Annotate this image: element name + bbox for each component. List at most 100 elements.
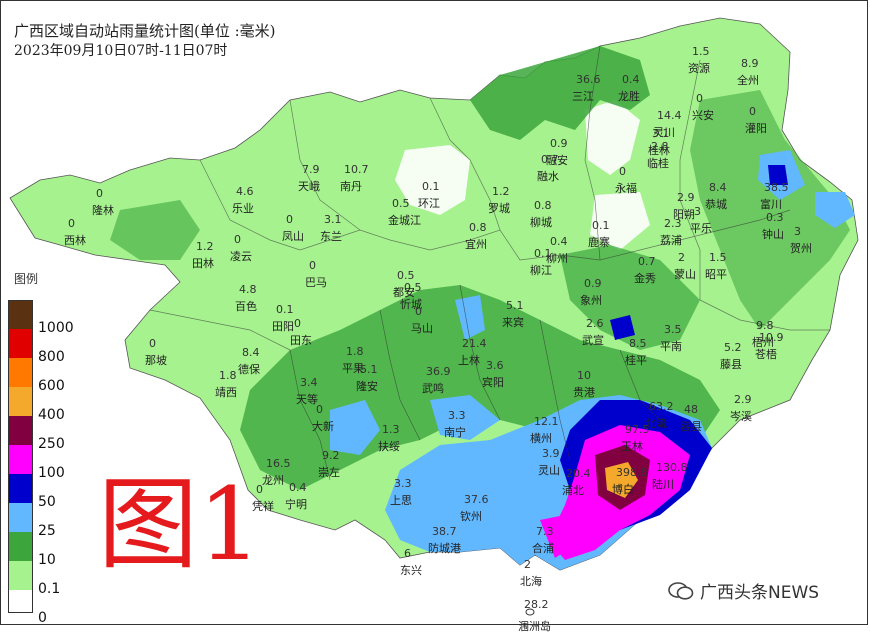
- place-name: 都安: [393, 286, 415, 299]
- place-name: 岑溪: [730, 410, 752, 423]
- weizhou-island: [525, 608, 535, 616]
- place-name: 贵港: [573, 386, 595, 399]
- place-name: 防城港: [428, 542, 461, 555]
- place-name: 环江: [418, 197, 440, 210]
- rainfall-value: 2: [524, 558, 531, 571]
- rainfall-value: 8.4: [242, 346, 260, 359]
- rainfall-value: 0.1: [422, 180, 440, 193]
- place-name: 隆林: [92, 204, 114, 217]
- rainfall-value: 0: [286, 213, 293, 226]
- rainfall-value: 0.8: [534, 199, 552, 212]
- rainfall-value: 1.2: [196, 240, 214, 253]
- rain-band-400-600-bobai: [605, 462, 638, 498]
- rainfall-value: 0.3: [766, 211, 784, 224]
- place-name: 那坡: [145, 354, 167, 367]
- place-name: 临桂: [647, 157, 669, 170]
- place-name: 忻城: [400, 298, 422, 311]
- place-name: 三江: [572, 90, 594, 103]
- place-name: 兴安: [692, 109, 714, 122]
- rainfall-value: 1.2: [492, 185, 510, 198]
- place-name: 灵山: [538, 464, 560, 477]
- rainfall-value: 38.5: [764, 181, 789, 194]
- rainfall-value: 1.3: [382, 423, 400, 436]
- place-name: 浦北: [562, 484, 584, 497]
- place-name: 梧州: [752, 336, 774, 349]
- legend-swatch: [8, 445, 33, 474]
- rainfall-value: 3.3: [448, 409, 466, 422]
- legend-value: 100: [38, 465, 65, 481]
- watermark: 广西头条NEWS: [668, 578, 819, 603]
- place-name: 德保: [238, 363, 260, 376]
- place-name: 凭祥: [252, 500, 274, 513]
- place-name: 武鸣: [422, 382, 444, 395]
- wechat-icon: [668, 581, 694, 600]
- rainfall-value: 3.9: [542, 447, 560, 460]
- legend-swatch: [8, 329, 33, 358]
- legend-title: 图例: [14, 272, 39, 286]
- place-name: 阳朔: [673, 208, 695, 221]
- place-name: 大新: [312, 420, 334, 433]
- place-name: 灵川: [653, 126, 675, 139]
- place-name: 合浦: [532, 542, 554, 555]
- place-name: 靖西: [215, 386, 237, 399]
- rainfall-value: 0: [619, 165, 626, 178]
- rainfall-value: 8.9: [741, 57, 759, 70]
- rainfall-value: 8.4: [709, 181, 727, 194]
- rainfall-value: 20.4: [566, 467, 591, 480]
- place-name: 宜州: [465, 238, 487, 251]
- rainfall-value: 37.6: [464, 493, 489, 506]
- place-name: 南宁: [444, 426, 466, 439]
- rainfall-value: 9.8: [756, 319, 774, 332]
- rainfall-value: 0: [68, 217, 75, 230]
- rainfall-value: 3: [694, 205, 701, 218]
- place-name: 玉林: [621, 440, 643, 453]
- place-name: 凤山: [282, 230, 304, 243]
- legend-value: 10: [38, 552, 56, 568]
- legend-value: 250: [38, 436, 65, 452]
- rain-band-25-50-hezhou: [815, 192, 855, 228]
- place-name: 来宾: [502, 316, 524, 329]
- rain-band-100-250-hepu: [540, 515, 575, 558]
- rainfall-value: 3.4: [300, 376, 318, 389]
- rainfall-value: 0: [309, 259, 316, 272]
- rainfall-value: 5.2: [724, 341, 742, 354]
- rainfall-value: 3.1: [652, 127, 670, 140]
- rainfall-value: 0: [415, 305, 422, 318]
- rainfall-value: 36.9: [426, 365, 451, 378]
- rainfall-value: 4.6: [236, 185, 254, 198]
- rainfall-value: 0.5: [404, 281, 422, 294]
- place-name: 柳江: [530, 264, 552, 277]
- rainfall-value: 0.1: [592, 219, 610, 232]
- place-name: 钦州: [460, 510, 482, 523]
- place-name: 平果: [342, 362, 364, 375]
- place-name: 藤县: [720, 358, 742, 371]
- legend-swatch: [8, 387, 33, 416]
- rainfall-value: 7.3: [536, 525, 554, 538]
- rainfall-value: 0.9: [584, 277, 602, 290]
- rainfall-value: 1.5: [692, 45, 710, 58]
- place-name: 柳州: [546, 252, 568, 265]
- place-name: 鹿寨: [588, 236, 610, 249]
- place-name: 东兰: [320, 230, 342, 243]
- place-name: 金秀: [634, 272, 656, 285]
- rainfall-value: 10.7: [344, 163, 369, 176]
- place-name: 巴马: [305, 276, 327, 289]
- rainfall-value: 0.8: [469, 221, 487, 234]
- place-name: 百色: [235, 300, 257, 313]
- place-name: 象州: [580, 294, 602, 307]
- place-name: 龙州: [262, 474, 284, 487]
- place-name: 涠洲岛: [518, 620, 551, 633]
- legend-swatch: [8, 300, 33, 330]
- rainfall-value: 0.7: [541, 153, 559, 166]
- rainfall-value: 2.9: [734, 393, 752, 406]
- place-name: 凌云: [230, 250, 252, 263]
- place-name: 隆安: [356, 380, 378, 393]
- rainfall-value: 1.5: [709, 251, 727, 264]
- place-name: 天等: [296, 393, 318, 406]
- rainfall-value: 1.8: [219, 369, 237, 382]
- rain-band-10-25-east: [690, 90, 850, 330]
- place-name: 蒙山: [674, 268, 696, 281]
- no-rain-area-north: [395, 145, 470, 215]
- rainfall-value: 0: [96, 187, 103, 200]
- rainfall-value: 38.7: [432, 525, 457, 538]
